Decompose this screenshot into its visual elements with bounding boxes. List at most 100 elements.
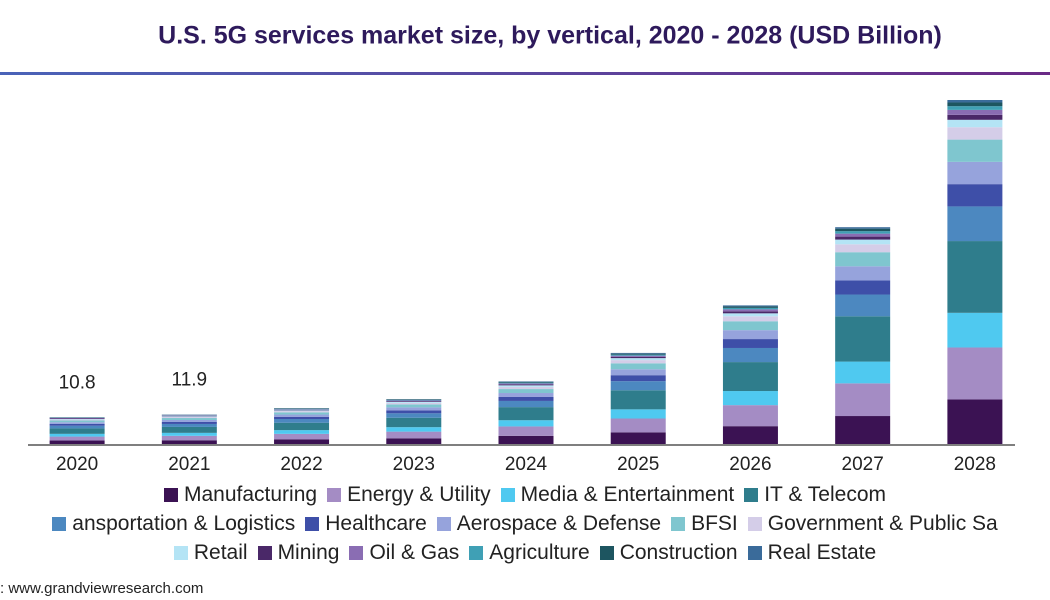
source: : www.grandviewresearch.com	[0, 580, 204, 597]
bar-segment	[947, 184, 1003, 207]
bar-segment	[610, 353, 666, 355]
bar-segment	[498, 383, 554, 385]
legend-item: Real Estate	[747, 540, 877, 565]
bar-segment	[386, 400, 442, 402]
legend: Manufacturing Energy & Utility Media & Ent…	[0, 480, 1050, 567]
bar-segment	[722, 339, 778, 348]
bar-segment	[835, 294, 891, 317]
bar-segment	[947, 109, 1003, 115]
bar-segment	[498, 396, 554, 401]
bar-segment	[161, 421, 217, 424]
bar-segment	[947, 206, 1003, 242]
bar-segment	[947, 119, 1003, 128]
bar-segment	[610, 390, 666, 410]
bar-segment	[161, 432, 217, 436]
legend-label: Aerospace & Defense	[456, 511, 662, 535]
bar-segment	[722, 313, 778, 317]
bar-segment	[835, 416, 891, 444]
bar-segment	[610, 369, 666, 376]
bar-segment	[722, 305, 778, 307]
legend-swatch	[599, 545, 614, 560]
bar-segment	[161, 435, 217, 441]
bar-segment	[947, 241, 1003, 313]
bar-segment	[835, 228, 891, 232]
bar-segment	[610, 360, 666, 364]
bar-segment	[274, 410, 330, 412]
bar-segment	[274, 412, 330, 415]
bar-segment	[498, 400, 554, 408]
legend-swatch	[349, 545, 364, 560]
bar-segment	[274, 414, 330, 417]
bar-segment	[947, 100, 1003, 103]
title-rule	[0, 72, 1050, 75]
legend-swatch	[671, 516, 686, 531]
bar-segment	[161, 417, 217, 419]
bar-segment	[386, 417, 442, 428]
bar-segment	[835, 233, 891, 237]
bar-segment	[947, 161, 1003, 185]
legend-swatch	[500, 487, 515, 502]
legend-item: Aerospace & Defense	[436, 511, 662, 536]
x-tick-label: 2020	[56, 454, 98, 475]
legend-item: IT & Telecom	[744, 483, 886, 507]
bar-segment	[722, 321, 778, 331]
bar-segment	[722, 391, 778, 406]
legend-swatch	[436, 516, 451, 531]
bar-segment	[722, 311, 778, 314]
bar-segment	[610, 354, 666, 356]
legend-label: Retail	[193, 540, 248, 564]
bar-segment	[610, 355, 666, 357]
bar-segment	[49, 425, 105, 429]
bar-segment	[610, 363, 666, 370]
total-label: 11.9	[172, 370, 208, 391]
legend-swatch	[305, 516, 320, 531]
bar-segment	[498, 420, 554, 427]
legend-swatch	[327, 487, 342, 502]
bar-segment	[274, 411, 330, 413]
bar-segment	[947, 106, 1003, 110]
legend-item: BFSI	[671, 512, 738, 536]
bar-segment	[161, 440, 217, 444]
legend-item: Manufacturing	[163, 482, 318, 507]
legend-label: IT & Telecom	[764, 482, 886, 506]
bar-segment	[49, 422, 105, 424]
legend-item: Mining	[257, 541, 339, 565]
legend-row: Manufacturing Energy & Utility Media & Ent…	[0, 480, 1050, 509]
bar-segment	[498, 382, 554, 384]
bar-segment	[386, 438, 442, 444]
bar-segment	[610, 381, 666, 391]
legend-label: Real Estate	[767, 540, 877, 564]
chart: U.S. 5G services market size, by vertica…	[0, 22, 1050, 475]
bar-segment	[835, 252, 891, 267]
bar-segment	[49, 436, 105, 441]
bar-segment	[835, 266, 891, 281]
bar-segment	[835, 231, 891, 234]
bar-segment	[274, 422, 330, 431]
legend-label: Government & Public Sa	[767, 511, 998, 535]
bar-segment	[610, 432, 666, 444]
bar-segment	[835, 244, 891, 253]
bar-segment	[722, 347, 778, 363]
bar-segment	[722, 405, 778, 427]
bar-segment	[947, 102, 1003, 107]
legend-row: ansportation & Logistics Healthcare Aerosp…	[0, 509, 1050, 538]
bar-segment	[161, 416, 217, 418]
bar-segment	[498, 384, 554, 386]
legend-swatch	[173, 545, 188, 560]
x-tick-label: 2027	[842, 454, 884, 475]
legend-label: Healthcare	[325, 511, 427, 535]
legend-swatch	[469, 545, 484, 560]
legend-swatch	[52, 516, 67, 531]
bar-segment	[386, 407, 442, 411]
bar-segment	[274, 419, 330, 423]
bar-segment	[274, 439, 330, 444]
bar-segment	[49, 428, 105, 434]
chart-title: U.S. 5G services market size, by vertica…	[158, 22, 942, 50]
bar-segment	[947, 399, 1003, 444]
bar-segment	[498, 389, 554, 394]
legend-item: Healthcare	[305, 512, 427, 536]
bar-segment	[722, 309, 778, 312]
legend-label: Manufacturing	[183, 482, 318, 506]
bar-segment	[610, 418, 666, 433]
